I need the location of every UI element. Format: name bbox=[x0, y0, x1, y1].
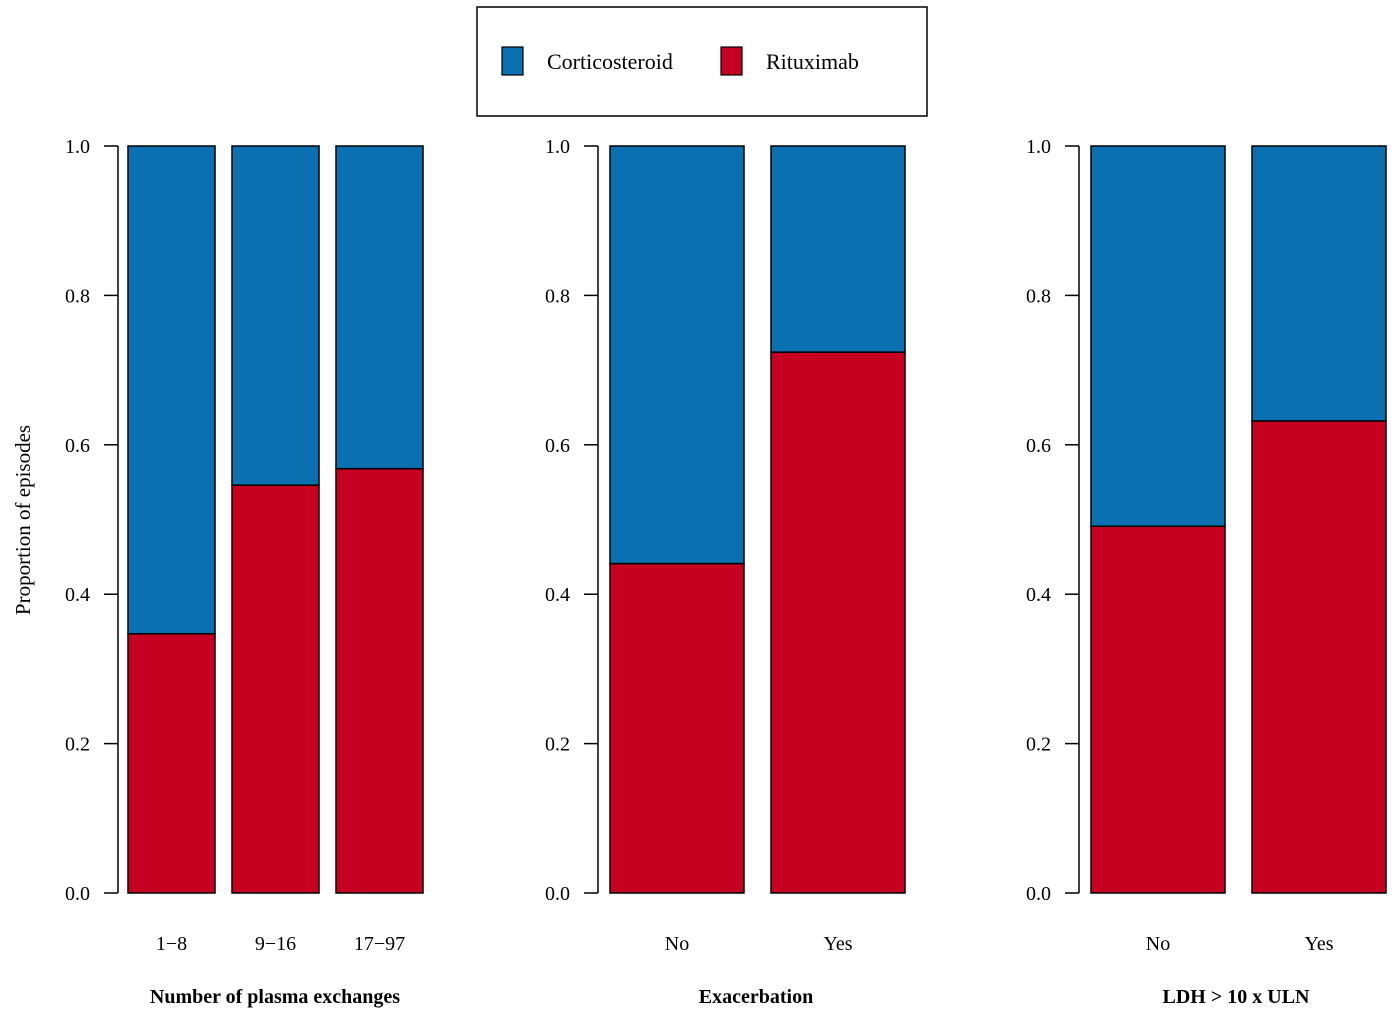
bar-rituximab bbox=[231, 484, 320, 894]
y-tick-label: 0.8 bbox=[545, 285, 570, 307]
y-axis: 0.0 0.2 0.4 0.6 0.8 1.0 bbox=[1026, 136, 1080, 905]
y-tick-label: 1.0 bbox=[545, 136, 570, 158]
bars bbox=[127, 145, 424, 894]
x-tick-label: 9−16 bbox=[255, 933, 296, 955]
y-axis: 0.0 0.2 0.4 0.6 0.8 1.0 bbox=[545, 136, 599, 905]
y-tick-label: 0.6 bbox=[1026, 435, 1051, 457]
y-axis-title: Proportion of episodes bbox=[11, 425, 35, 615]
bar-rituximab bbox=[770, 351, 906, 894]
y-tick-label: 1.0 bbox=[1026, 136, 1051, 158]
legend-box bbox=[476, 6, 928, 117]
bar-rituximab bbox=[1090, 525, 1226, 894]
bar-corticosteroid bbox=[231, 145, 320, 486]
x-tick-label: No bbox=[1146, 933, 1170, 955]
x-tick-labels: No Yes bbox=[665, 933, 853, 955]
bar-corticosteroid bbox=[770, 145, 906, 353]
bar-rituximab bbox=[609, 562, 745, 894]
y-tick-label: 0.0 bbox=[65, 883, 90, 905]
bar-corticosteroid bbox=[609, 145, 745, 565]
bars bbox=[1090, 145, 1387, 894]
x-axis-title: Exacerbation bbox=[699, 986, 813, 1008]
x-tick-label: Yes bbox=[823, 933, 852, 955]
bar-corticosteroid bbox=[335, 145, 424, 470]
y-tick-label: 0.0 bbox=[545, 883, 570, 905]
legend: Corticosteroid Rituximab bbox=[476, 6, 928, 117]
y-tick-label: 0.4 bbox=[545, 584, 570, 606]
bar-rituximab bbox=[335, 467, 424, 894]
x-tick-label: No bbox=[665, 933, 689, 955]
x-tick-label: Yes bbox=[1304, 933, 1333, 955]
x-tick-labels: 1−8 9−16 17−97 bbox=[156, 933, 405, 955]
y-axis: 0.0 0.2 0.4 0.6 0.8 1.0 bbox=[65, 136, 119, 905]
x-axis-title: Number of plasma exchanges bbox=[150, 986, 400, 1008]
y-tick-label: 0.2 bbox=[65, 734, 90, 756]
legend-swatch-rituximab bbox=[720, 46, 743, 76]
panel-plasma-exchanges: 0.0 0.2 0.4 0.6 0.8 1.0 1−8 9−16 17−97 Number o… bbox=[65, 136, 424, 1008]
y-tick-label: 1.0 bbox=[65, 136, 90, 158]
bar-rituximab bbox=[1251, 420, 1387, 894]
y-tick-label: 0.4 bbox=[65, 584, 90, 606]
panel-exacerbation: 0.0 0.2 0.4 0.6 0.8 1.0 No Yes Exacerbation bbox=[545, 136, 906, 1008]
legend-label-rituximab: Rituximab bbox=[766, 49, 859, 74]
y-tick-label: 0.2 bbox=[545, 734, 570, 756]
y-tick-label: 0.4 bbox=[1026, 584, 1051, 606]
y-tick-label: 0.0 bbox=[1026, 883, 1051, 905]
panel-ldh: 0.0 0.2 0.4 0.6 0.8 1.0 No Yes LDH > 10 x ULN bbox=[1026, 136, 1387, 1008]
bar-corticosteroid bbox=[127, 145, 216, 635]
x-tick-labels: No Yes bbox=[1146, 933, 1334, 955]
bar-rituximab bbox=[127, 633, 216, 894]
bars bbox=[609, 145, 906, 894]
x-tick-label: 17−97 bbox=[354, 933, 405, 955]
legend-label-corticosteroid: Corticosteroid bbox=[547, 49, 673, 74]
legend-swatch-corticosteroid bbox=[501, 46, 524, 76]
bar-corticosteroid bbox=[1251, 145, 1387, 422]
bar-corticosteroid bbox=[1090, 145, 1226, 527]
x-axis-title: LDH > 10 x ULN bbox=[1163, 986, 1311, 1008]
y-tick-label: 0.8 bbox=[65, 285, 90, 307]
x-tick-label: 1−8 bbox=[156, 933, 187, 955]
y-tick-label: 0.6 bbox=[545, 435, 570, 457]
y-tick-label: 0.2 bbox=[1026, 734, 1051, 756]
y-tick-label: 0.8 bbox=[1026, 285, 1051, 307]
y-tick-label: 0.6 bbox=[65, 435, 90, 457]
